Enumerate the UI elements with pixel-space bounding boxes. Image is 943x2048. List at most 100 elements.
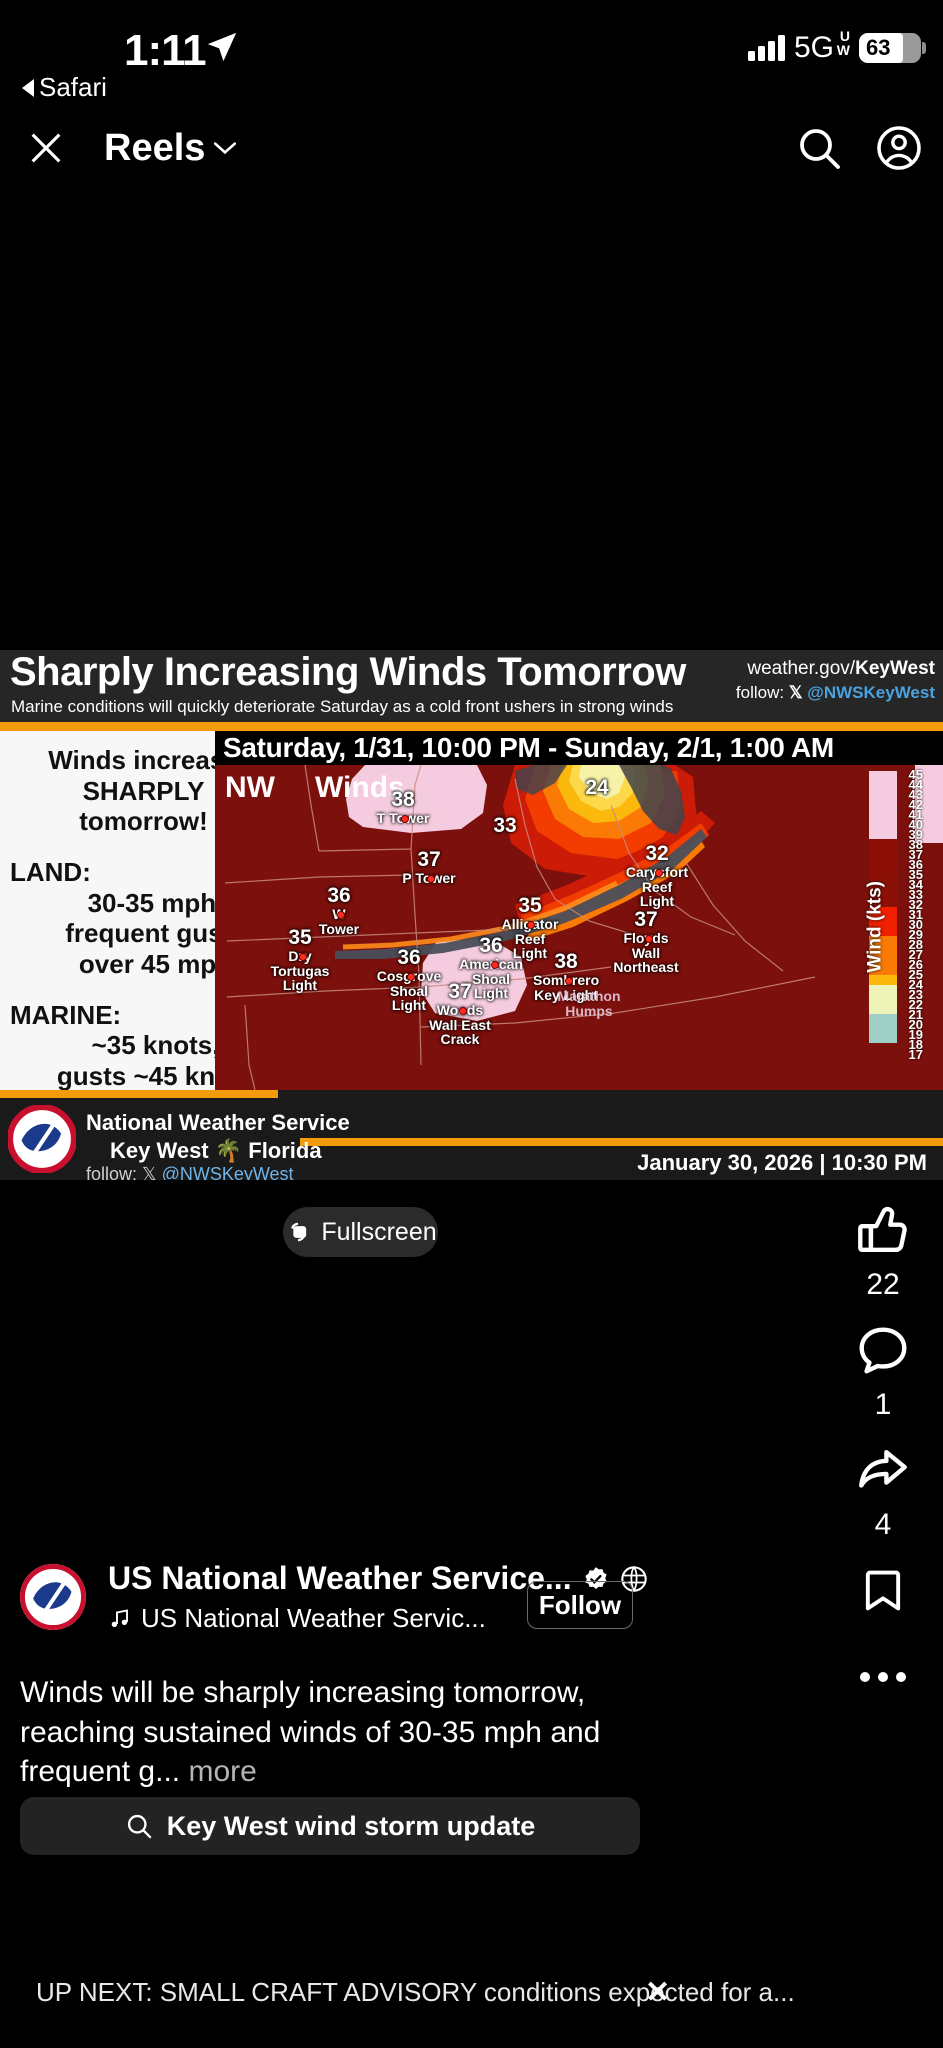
- station-dot: [299, 953, 307, 961]
- colorbar-tick-labels: 45 44 43 42 41 40 39 38 37 36 35 34 33 32 31 30 29 2…: [908, 767, 923, 1062]
- up-next-text: UP NEXT: SMALL CRAFT ADVISORY conditions…: [36, 1976, 795, 2007]
- land-value-3: over 45 mph: [78, 949, 233, 980]
- like-count: 22: [866, 1268, 900, 1301]
- video-frame[interactable]: Sharply Increasing Winds Tomorrow Marine…: [0, 650, 943, 1180]
- station-dot: [645, 935, 653, 943]
- station-offshore-33: 33: [493, 814, 517, 837]
- station-woods-wall-east-crack: 37Woods Wall East Crack: [429, 980, 491, 1048]
- status-right-group: 5G U W 63: [747, 28, 926, 68]
- avatar[interactable]: [20, 1564, 86, 1630]
- close-icon[interactable]: ✕: [645, 1975, 671, 2009]
- status-time: 1:11: [124, 26, 207, 75]
- related-search-chip[interactable]: Key West wind storm update: [20, 1797, 640, 1855]
- share-button[interactable]: 4: [823, 1440, 943, 1542]
- station-dot: [565, 977, 573, 985]
- map-winds-label: Winds: [315, 771, 405, 804]
- globe-icon: [620, 1565, 647, 1592]
- panel-line-1: Winds increase: [48, 745, 239, 775]
- share-arrow-icon: [852, 1440, 914, 1502]
- station-carysfort-reef-light: 32Carysfort Reef Light: [626, 842, 688, 910]
- like-button[interactable]: 22: [823, 1200, 943, 1302]
- station-dot: [337, 911, 345, 919]
- station-dot: [407, 973, 415, 981]
- footer-timestamp: January 30, 2026 | 10:30 PM: [637, 1150, 927, 1175]
- wind-forecast-map: Saturday, 1/31, 10:00 PM - Sunday, 2/1, …: [215, 731, 943, 1090]
- graphic-brand-follow: follow: 𝕏 @NWSKeyWest: [735, 683, 935, 702]
- audio-title: US National Weather Servic...: [141, 1603, 486, 1633]
- cellular-bars-icon: [747, 35, 785, 61]
- wind-colorbar: [869, 771, 897, 1043]
- search-icon: [127, 1814, 151, 1839]
- music-note-icon: [111, 1608, 128, 1627]
- x-facebook-icons: 𝕏: [788, 683, 803, 702]
- rotate-fullscreen-icon: [291, 1222, 307, 1242]
- station-dot: [459, 1007, 467, 1015]
- panel-line-2: SHARPLY: [82, 775, 205, 806]
- colorbar-axis-label: Wind (kts): [865, 881, 886, 973]
- map-canvas: [215, 765, 943, 1090]
- up-next-bar[interactable]: UP NEXT: SMALL CRAFT ADVISORY conditions…: [0, 1960, 943, 2024]
- bookmark-icon: [852, 1560, 914, 1622]
- action-rail: 22 1 4: [823, 1200, 943, 1726]
- footer-follow: follow: 𝕏 @NWSKeyWest: [86, 1164, 294, 1180]
- graphic-header: Sharply Increasing Winds Tomorrow Marine…: [0, 650, 943, 722]
- comment-button[interactable]: 1: [823, 1320, 943, 1422]
- chevron-down-icon[interactable]: [212, 140, 238, 156]
- back-app-label: Safari: [39, 72, 107, 102]
- comment-bubble-icon: [852, 1320, 914, 1382]
- station-marathon-humps: Marathon Humps: [557, 988, 621, 1019]
- audio-row[interactable]: US National Weather Servic...: [108, 1603, 648, 1634]
- author-row[interactable]: US National Weather Service... US Nation…: [20, 1560, 648, 1634]
- network-label: 5G U W: [793, 28, 850, 64]
- back-to-safari-button[interactable]: Safari: [22, 72, 107, 103]
- footer-orange-left: [0, 1090, 300, 1098]
- footer-wedge: [278, 1090, 322, 1146]
- author-name: US National Weather Service...: [108, 1560, 572, 1596]
- graphic-brand-site: weather.gov/KeyWest: [747, 658, 935, 679]
- location-arrow-icon: [207, 32, 237, 62]
- map-time-range-title: Saturday, 1/31, 10:00 PM - Sunday, 2/1, …: [215, 731, 943, 765]
- page-title: Reels: [104, 126, 206, 169]
- footer-agency: National Weather Service: [86, 1110, 350, 1135]
- station-dot: [427, 875, 435, 883]
- graphic-footer: National Weather Service Key West 🌴 Flor…: [0, 1090, 943, 1180]
- search-icon[interactable]: [795, 124, 843, 172]
- close-icon[interactable]: [26, 128, 66, 168]
- marine-label: MARINE:: [10, 999, 122, 1030]
- caption[interactable]: Winds will be sharply increasing tomorro…: [20, 1673, 640, 1792]
- land-value-1: 30-35 mph,: [87, 887, 224, 918]
- station-dot: [401, 815, 409, 823]
- caption-text: Winds will be sharply increasing tomorro…: [20, 1676, 601, 1789]
- author-name-row[interactable]: US National Weather Service...: [108, 1560, 648, 1597]
- land-label: LAND:: [10, 857, 91, 888]
- station-dot: [491, 961, 499, 969]
- top-navigation-bar: Reels: [0, 112, 943, 184]
- panel-line-3: tomorrow!: [79, 806, 208, 837]
- account-icon[interactable]: [875, 124, 923, 172]
- map-direction-label: NW: [225, 771, 275, 804]
- station-offshore-24: 24: [585, 776, 609, 799]
- more-button[interactable]: [823, 1646, 943, 1708]
- orange-divider: [0, 722, 943, 731]
- follow-button[interactable]: Follow: [527, 1581, 633, 1629]
- battery-indicator: 63: [859, 33, 926, 63]
- station-dot: [527, 921, 535, 929]
- footer-orange-right: [300, 1138, 943, 1146]
- nws-logo-icon: [8, 1105, 76, 1173]
- save-button[interactable]: [823, 1560, 943, 1628]
- comment-count: 1: [874, 1388, 892, 1421]
- nws-logo-icon: [20, 1564, 86, 1630]
- more-dots-icon: [852, 1646, 914, 1708]
- station-sombrero-key-light: 38Sombrero Key Light: [533, 950, 599, 1003]
- thumbs-up-icon: [852, 1200, 914, 1262]
- marine-value-1: ~35 knots,: [91, 1030, 220, 1061]
- station-dot: [655, 869, 663, 877]
- fullscreen-button[interactable]: Fullscreen: [283, 1207, 438, 1257]
- graphic-title: Sharply Increasing Winds Tomorrow: [10, 650, 686, 694]
- graphic-subtitle: Marine conditions will quickly deteriora…: [11, 697, 674, 716]
- back-triangle-icon: [22, 78, 34, 97]
- station-dry-tortugas-light: 35Dry Tortugas Light: [270, 926, 330, 994]
- station-alligator-reef-light: 35Alligator Reef Light: [502, 894, 559, 962]
- caption-more-link[interactable]: more: [188, 1755, 257, 1789]
- related-search-label: Key West wind storm update: [166, 1810, 536, 1841]
